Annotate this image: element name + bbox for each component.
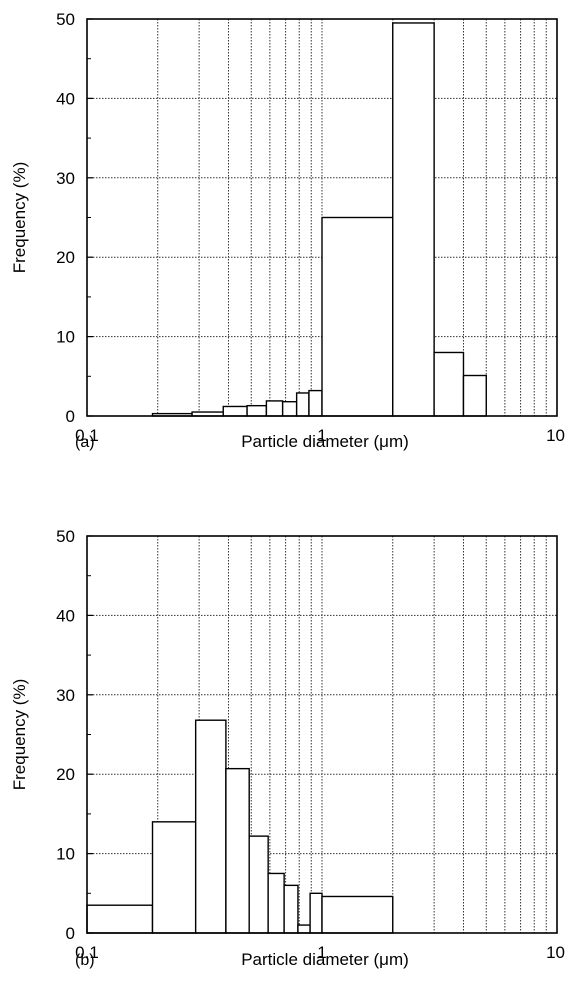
y-tick-label: 10 [56,328,75,347]
histogram-bar [462,374,487,417]
x-tick-label: 0.1 [75,426,99,445]
x-tick-label: 10 [546,943,565,962]
histogram-bar [283,884,299,934]
y-axis-title: Frequency (%) [10,679,29,790]
histogram-bar [225,767,250,934]
panel-label: (b) [75,952,95,969]
y-tick-label: 10 [56,845,75,864]
y-tick-label: 30 [56,686,75,705]
histogram-panel-a: 0 10 20 30 40 50 0.1 1 10 Particle diameter (μm) (… [10,10,565,451]
y-tick-label: 0 [66,407,75,426]
histogram-bar [297,924,311,934]
x-tick-label: 1 [317,943,326,962]
histogram-bar [194,719,227,934]
histogram-bar [433,351,465,417]
histogram-bar [281,401,298,417]
y-tick-label: 30 [56,169,75,188]
histogram-panel-b: 0 10 20 30 40 50 0.1 1 10 Particle diameter (μm) (… [10,527,565,969]
y-tick-label: 50 [56,10,75,29]
panel-label: (a) [75,434,95,451]
y-tick-label: 40 [56,606,75,625]
histogram-bar [308,389,323,417]
y-axis-title: Frequency (%) [10,162,29,273]
y-tick-label: 20 [56,248,75,267]
x-tick-label: 0.1 [75,943,99,962]
x-tick-label: 10 [546,426,565,445]
x-axis-title: Particle diameter (μm) [241,432,409,451]
histogram-bar [267,872,285,934]
histogram-bar [321,216,394,417]
histogram-bar [392,22,435,417]
histogram-bar [151,821,197,934]
histogram-bar [321,895,394,934]
histogram-bar [86,904,154,934]
x-axis-title: Particle diameter (μm) [241,950,409,969]
histogram-bar [309,892,323,934]
histogram-bar [246,404,268,417]
y-tick-label: 40 [56,89,75,108]
histogram-bar [248,835,269,934]
histogram-bar [295,392,310,417]
x-tick-label: 1 [317,426,326,445]
y-tick-label: 50 [56,527,75,546]
histogram-bar [222,405,248,417]
y-tick-label: 0 [66,924,75,943]
y-tick-label: 20 [56,765,75,784]
histogram-bar [265,400,284,417]
